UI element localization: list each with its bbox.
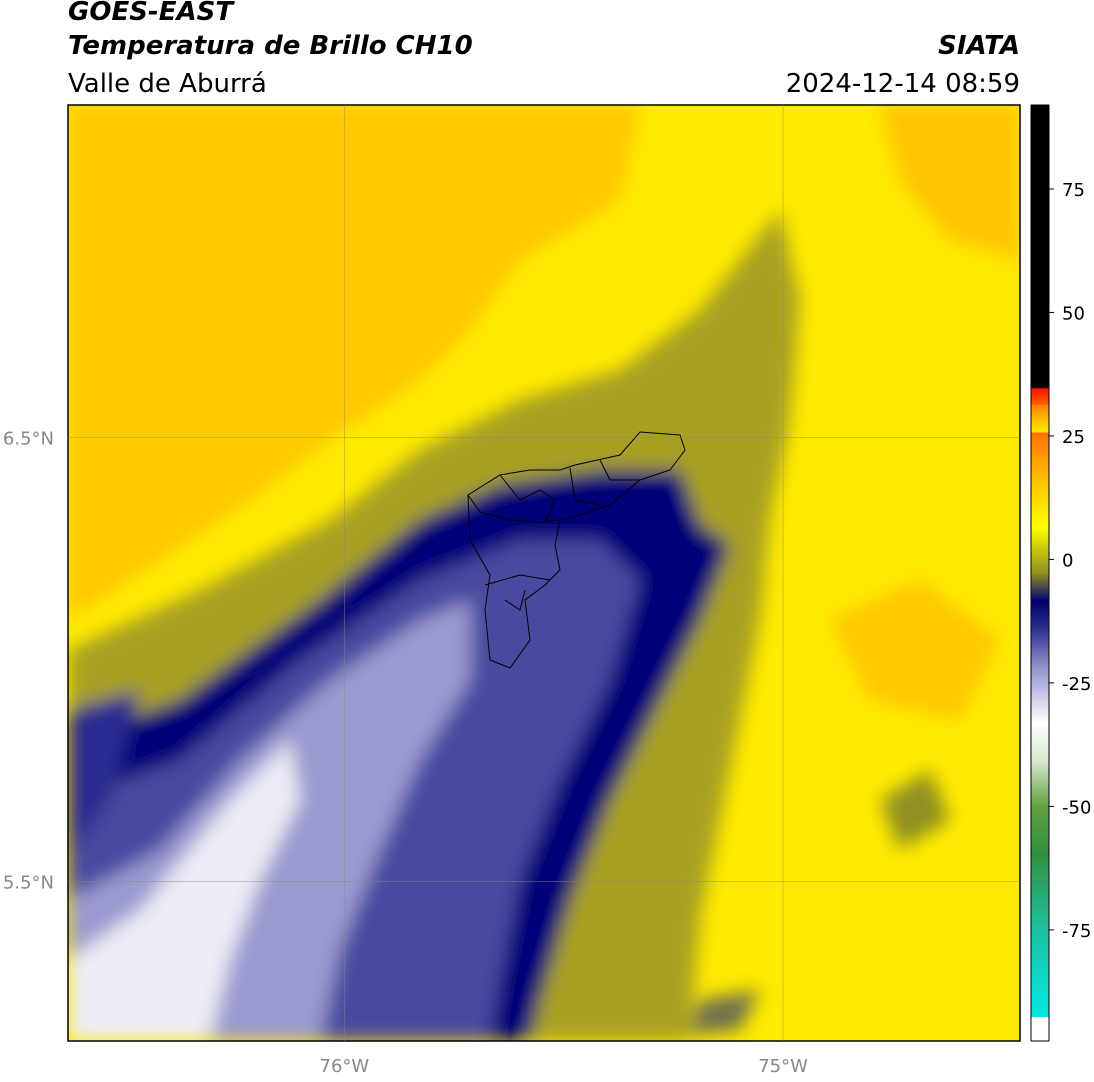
lat-tick-label: 6.5°N: [3, 429, 54, 450]
colorbar-tick-label: -25: [1062, 674, 1091, 695]
colorbar-tick-label: 75: [1062, 180, 1085, 201]
colorbar-tick-label: 25: [1062, 427, 1085, 448]
colorbar-tick-label: -50: [1062, 797, 1091, 818]
subtitle: Temperatura de Brillo CH10: [68, 31, 473, 61]
timestamp: 2024-12-14 08:59: [786, 69, 1020, 99]
lon-tick-label: 76°W: [320, 1056, 370, 1077]
colorbar: [1030, 104, 1050, 1042]
satellite-image: [68, 105, 1020, 1041]
municipal-boundaries: [467, 431, 686, 669]
lon-tick-label: 75°W: [758, 1056, 808, 1077]
lat-tick-label: 5.5°N: [3, 872, 54, 893]
source: SIATA: [938, 31, 1020, 61]
colorbar-tick-label: 0: [1062, 550, 1073, 571]
colorbar-tick-label: 50: [1062, 303, 1085, 324]
colorbar-tick-label: -75: [1062, 921, 1091, 942]
region: Valle de Aburrá: [68, 69, 267, 99]
map-frame: [67, 104, 1021, 1042]
title: GOES-EAST: [68, 0, 235, 27]
